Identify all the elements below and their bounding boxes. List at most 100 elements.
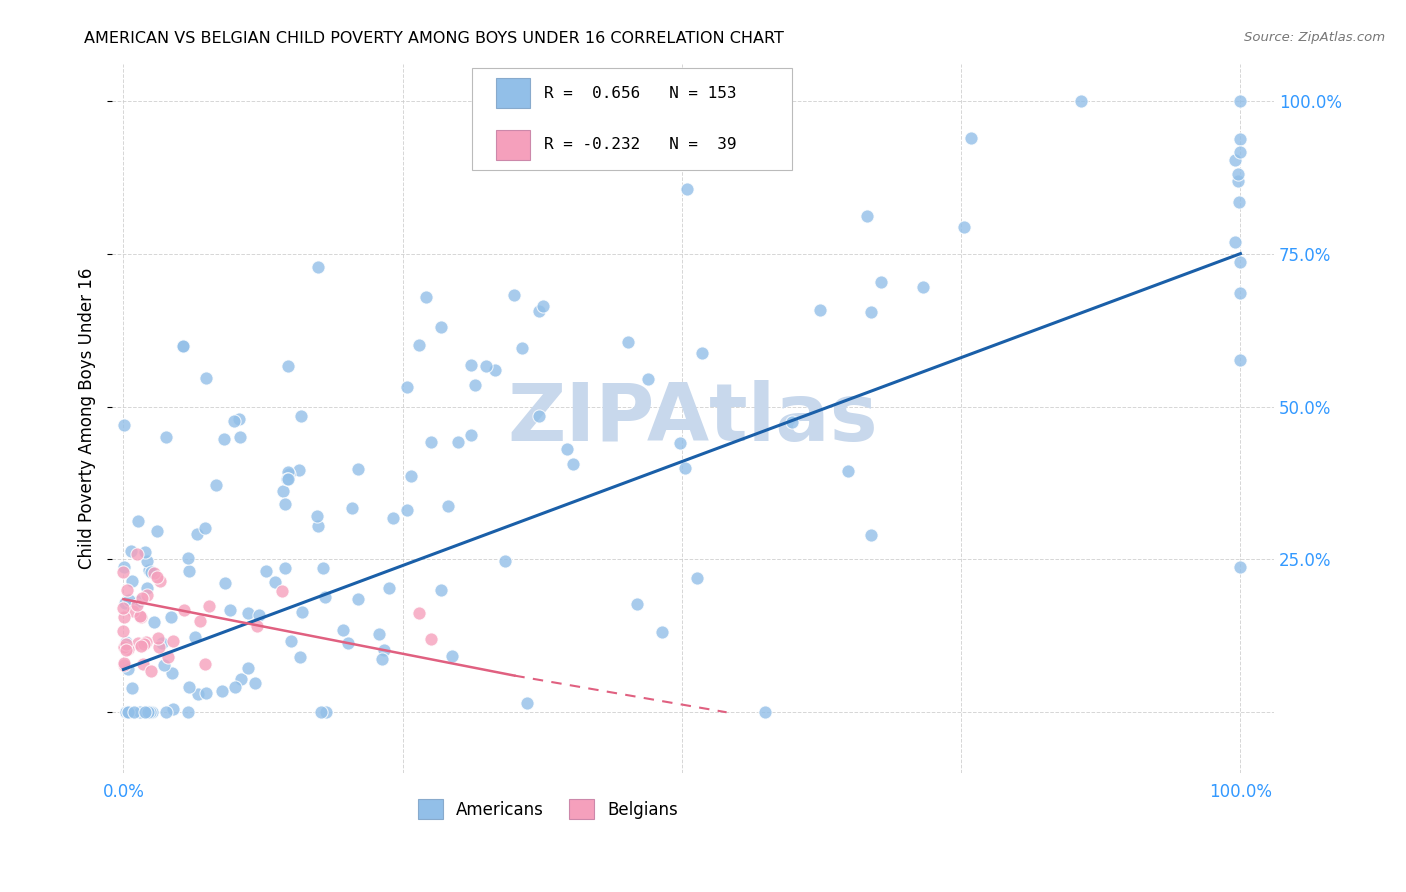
Point: [288, 463, 311, 477]
Point: [136, 588, 159, 602]
Point: [177, 550, 200, 565]
Point: [121, 574, 143, 588]
Point: [312, 561, 335, 575]
Point: [408, 338, 430, 352]
Point: [117, 706, 139, 720]
Point: [1229, 254, 1251, 268]
Point: [1226, 174, 1249, 188]
Point: [484, 362, 506, 376]
Point: [960, 130, 983, 145]
Point: [277, 359, 299, 373]
Point: [228, 412, 250, 426]
Point: [141, 705, 163, 719]
Point: [277, 467, 299, 481]
Point: [311, 706, 333, 720]
Point: [271, 483, 294, 498]
Point: [399, 468, 422, 483]
Point: [134, 706, 156, 720]
Point: [395, 380, 418, 394]
Point: [115, 637, 138, 651]
Point: [430, 319, 453, 334]
Point: [188, 614, 211, 628]
Point: [307, 260, 329, 274]
Point: [408, 606, 430, 620]
Point: [277, 465, 299, 479]
Text: AMERICAN VS BELGIAN CHILD POVERTY AMONG BOYS UNDER 16 CORRELATION CHART: AMERICAN VS BELGIAN CHILD POVERTY AMONG …: [84, 31, 785, 46]
Point: [510, 341, 533, 355]
Point: [378, 581, 401, 595]
Point: [194, 371, 217, 385]
Point: [1229, 94, 1251, 108]
Point: [204, 478, 226, 492]
Point: [270, 584, 292, 599]
Point: [637, 372, 659, 386]
Point: [780, 415, 803, 429]
Point: [129, 608, 152, 623]
Point: [146, 632, 169, 646]
Point: [673, 460, 696, 475]
Point: [1225, 153, 1247, 168]
Text: Source: ZipAtlas.com: Source: ZipAtlas.com: [1244, 31, 1385, 45]
Point: [187, 687, 209, 701]
Point: [690, 346, 713, 360]
Point: [146, 524, 169, 538]
Point: [117, 662, 139, 676]
Point: [263, 574, 285, 589]
Point: [153, 657, 176, 672]
Point: [136, 582, 159, 596]
Point: [127, 598, 149, 612]
Point: [290, 409, 312, 424]
Point: [218, 603, 240, 617]
Point: [307, 519, 329, 533]
Point: [1229, 352, 1251, 367]
Point: [127, 515, 149, 529]
Point: [562, 458, 585, 472]
Point: [112, 601, 135, 615]
Point: [332, 623, 354, 637]
FancyBboxPatch shape: [495, 130, 530, 160]
Point: [142, 615, 165, 630]
Point: [419, 435, 441, 450]
Point: [953, 220, 976, 235]
Point: [120, 543, 142, 558]
Point: [177, 564, 200, 578]
Point: [159, 609, 181, 624]
Point: [122, 604, 145, 618]
Point: [837, 464, 859, 478]
Point: [860, 305, 883, 319]
Point: [1229, 285, 1251, 300]
Point: [172, 339, 194, 353]
Point: [112, 640, 135, 654]
Point: [179, 681, 201, 695]
Point: [211, 683, 233, 698]
Point: [1229, 560, 1251, 574]
Point: [277, 472, 299, 486]
Point: [291, 605, 314, 619]
Point: [112, 559, 135, 574]
Point: [150, 635, 173, 649]
Point: [686, 571, 709, 585]
Point: [162, 665, 184, 680]
Point: [129, 639, 152, 653]
Point: [112, 418, 135, 433]
Point: [214, 575, 236, 590]
Point: [246, 619, 269, 633]
Point: [114, 635, 136, 649]
Point: [675, 182, 697, 196]
Point: [135, 635, 157, 649]
Point: [555, 442, 578, 457]
Point: [149, 574, 172, 589]
Point: [276, 472, 298, 486]
Point: [183, 630, 205, 644]
Point: [114, 642, 136, 657]
Point: [194, 521, 217, 535]
Point: [117, 706, 139, 720]
Point: [651, 625, 673, 640]
Point: [112, 565, 135, 579]
Point: [346, 591, 368, 606]
Point: [177, 706, 200, 720]
Point: [315, 706, 337, 720]
Point: [288, 650, 311, 665]
Point: [162, 633, 184, 648]
Point: [617, 334, 640, 349]
